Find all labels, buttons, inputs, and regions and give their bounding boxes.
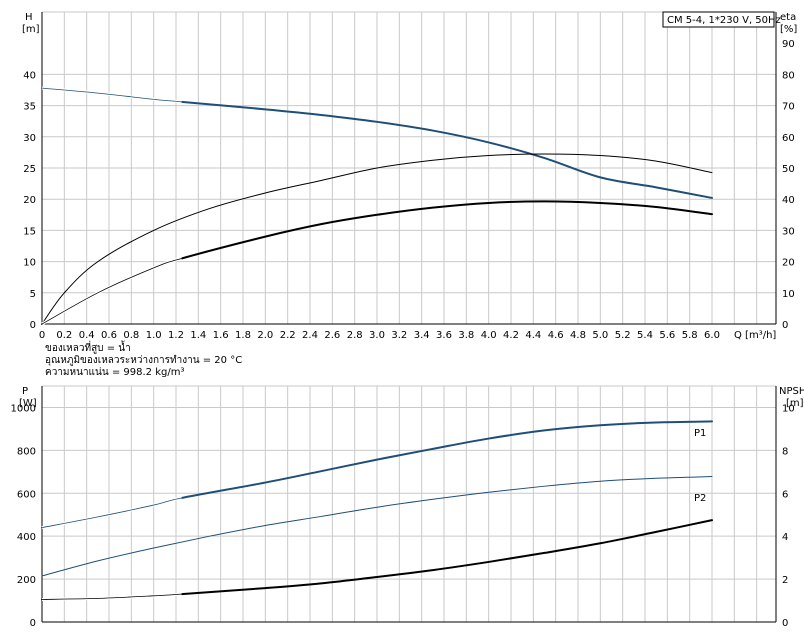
- left-tick-label: 20: [23, 195, 36, 206]
- x-tick-label: 5.0: [592, 330, 608, 341]
- left-tick-label: 15: [23, 226, 36, 237]
- x-tick-label: 0: [39, 330, 45, 341]
- right-tick-label: 80: [782, 70, 795, 81]
- right-tick-label: 60: [782, 133, 795, 144]
- right-tick-label: 4: [782, 532, 788, 543]
- left-tick-label: 35: [23, 102, 36, 113]
- x-tick-label: 0.6: [101, 330, 117, 341]
- bottom-right-axis-unit: [m]: [786, 398, 804, 409]
- x-tick-label: 2.4: [302, 330, 318, 341]
- x-tick-label: 1.0: [146, 330, 162, 341]
- x-tick-label: 1.6: [213, 330, 229, 341]
- right-tick-label: 20: [782, 258, 795, 269]
- right-tick-label: 0: [782, 618, 788, 629]
- x-tick-label: 3.2: [391, 330, 407, 341]
- right-tick-label: 30: [782, 226, 795, 237]
- right-tick-label: 2: [782, 575, 788, 586]
- series-line-thin-start: [41, 87, 182, 103]
- note-fluid: ของเหลวที่สูบ = น้ำ: [45, 340, 131, 354]
- top-right-axis-unit: [%]: [780, 24, 797, 35]
- left-tick-label: 400: [17, 532, 36, 543]
- right-tick-label: 70: [782, 102, 795, 113]
- left-tick-label: 0: [30, 320, 36, 331]
- left-tick-label: 40: [23, 70, 36, 81]
- left-tick-label: 0: [30, 618, 36, 629]
- series-line-thin-start: [41, 258, 182, 325]
- right-tick-label: 0: [782, 320, 788, 331]
- left-tick-label: 25: [23, 164, 36, 175]
- x-tick-label: 0.2: [56, 330, 72, 341]
- note-density: ความหนาแน่น = 998.2 kg/m³: [45, 367, 184, 378]
- x-tick-label: 5.2: [615, 330, 631, 341]
- right-tick-label: 40: [782, 195, 795, 206]
- top-chart: 0 5 10 15 20 25 30 35 40 0 10 20 30 40 50 60 70 80 90 0 0.2 0…: [23, 11, 795, 341]
- x-tick-label: 1.8: [235, 330, 251, 341]
- legend-box-label: CM 5-4, 1*230 V, 50Hz: [667, 15, 781, 26]
- x-tick-label: 4.2: [503, 330, 519, 341]
- bottom-right-axis-label: NPSH: [779, 386, 804, 397]
- left-tick-label: 200: [17, 575, 36, 586]
- left-tick-label: 800: [17, 446, 36, 457]
- x-tick-label: 1.4: [190, 330, 206, 341]
- series-line-thin-start: [41, 497, 182, 528]
- x-tick-label: 0.8: [123, 330, 139, 341]
- top-left-axis-label: H: [25, 12, 33, 23]
- right-tick-label: 10: [782, 403, 795, 414]
- top-right-axis-label: eta: [780, 12, 796, 23]
- bottom-left-axis-label: P: [22, 386, 28, 397]
- x-tick-label: 5.4: [637, 330, 653, 341]
- series-line-top-1: [41, 153, 713, 325]
- left-tick-label: 600: [17, 489, 36, 500]
- x-tick-label: 1.2: [168, 330, 184, 341]
- x-tick-label: 4.8: [570, 330, 586, 341]
- x-tick-label: 2.6: [324, 330, 340, 341]
- bottom-chart: 0 200 400 600 800 1000 0 2 4 6 8 10: [11, 385, 795, 629]
- right-tick-label: 6: [782, 489, 788, 500]
- x-tick-label: 2.2: [280, 330, 296, 341]
- x-tick-label: 2.8: [347, 330, 363, 341]
- x-tick-label: 4.6: [548, 330, 564, 341]
- series-label-p1: P1: [694, 428, 706, 439]
- x-tick-label: 3.4: [414, 330, 430, 341]
- legend-box: [662, 11, 775, 28]
- x-tick-label: 2.0: [257, 330, 273, 341]
- x-axis-label: Q [m³/h]: [734, 330, 776, 341]
- series-line-thin-start: [41, 593, 182, 600]
- x-tick-label: 4.0: [481, 330, 497, 341]
- left-tick-label: 10: [23, 258, 36, 269]
- bottom-left-axis-unit: [W]: [19, 398, 37, 409]
- x-tick-label: 5.6: [659, 330, 675, 341]
- x-tick-label: 3.6: [436, 330, 452, 341]
- left-tick-label: 1000: [11, 403, 36, 414]
- left-tick-label: 5: [30, 289, 36, 300]
- x-tick-label: 6.0: [704, 330, 720, 341]
- left-tick-label: 30: [23, 133, 36, 144]
- right-tick-label: 10: [782, 289, 795, 300]
- top-left-axis-unit: [m]: [22, 24, 40, 35]
- right-tick-label: 8: [782, 446, 788, 457]
- x-tick-label: 0.4: [79, 330, 95, 341]
- x-tick-label: 5.8: [682, 330, 698, 341]
- note-temperature: อุณหภูมิของเหลวระหว่างการทำงาน = 20 °C: [45, 355, 242, 366]
- right-tick-label: 90: [782, 39, 795, 50]
- x-tick-label: 3.8: [458, 330, 474, 341]
- series-label-p2: P2: [694, 493, 706, 504]
- x-tick-label: 3.0: [369, 330, 385, 341]
- right-tick-label: 50: [782, 164, 795, 175]
- series-line-p2: [41, 476, 713, 577]
- x-tick-label: 4.4: [525, 330, 541, 341]
